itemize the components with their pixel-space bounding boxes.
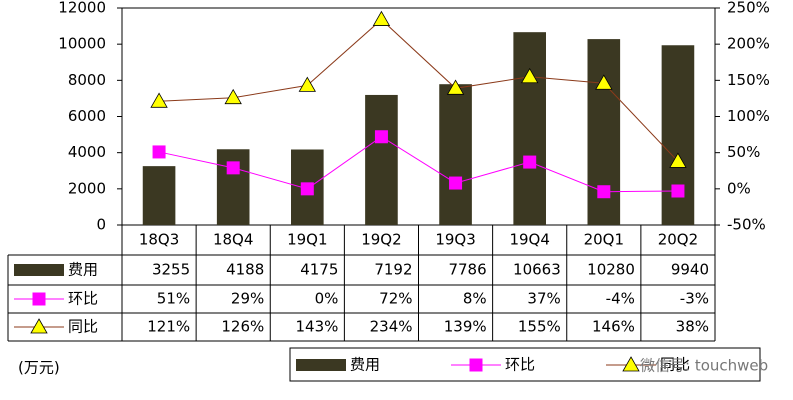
unit-label: (万元) bbox=[18, 359, 60, 377]
marker bbox=[300, 182, 314, 196]
table-cell: 139% bbox=[444, 318, 487, 336]
table-cell: 72% bbox=[379, 290, 412, 308]
x-tick-label: 19Q3 bbox=[435, 231, 475, 249]
y2-tick-label: 200% bbox=[727, 35, 770, 53]
table-cell: 37% bbox=[527, 290, 560, 308]
line bbox=[159, 18, 679, 162]
marker bbox=[30, 318, 48, 334]
table-cell: 7192 bbox=[374, 261, 412, 279]
bar bbox=[365, 94, 398, 225]
marker bbox=[298, 76, 317, 92]
table-cell: 234% bbox=[370, 318, 413, 336]
x-tick-label: 19Q1 bbox=[287, 231, 327, 249]
x-tick-label: 18Q3 bbox=[139, 231, 179, 249]
marker bbox=[449, 176, 463, 190]
y-tick-label: 10000 bbox=[58, 35, 106, 53]
legend-swatch bbox=[296, 359, 346, 371]
y2-tick-label: -50% bbox=[727, 216, 766, 234]
watermark: 微信号: touchweb bbox=[640, 357, 768, 375]
legend-swatch bbox=[14, 264, 64, 276]
x-tick-label: 20Q1 bbox=[584, 231, 624, 249]
marker bbox=[226, 161, 240, 175]
row-label: 环比 bbox=[68, 290, 98, 308]
x-tick-label: 19Q4 bbox=[509, 231, 549, 249]
marker bbox=[520, 67, 539, 84]
table-cell: 143% bbox=[295, 318, 338, 336]
y2-tick-label: 0% bbox=[727, 179, 751, 197]
marker bbox=[671, 184, 685, 198]
table-cell: 51% bbox=[157, 290, 190, 308]
bar bbox=[661, 45, 695, 226]
marker bbox=[622, 356, 640, 372]
y2-tick-label: 50% bbox=[727, 143, 760, 161]
bar bbox=[513, 32, 546, 226]
table-cell: 3255 bbox=[152, 261, 190, 279]
marker bbox=[32, 292, 46, 306]
legend-label: 同比 bbox=[660, 356, 690, 374]
table-cell: -4% bbox=[606, 290, 635, 308]
table-cell: -3% bbox=[680, 290, 709, 308]
table-cell: 38% bbox=[676, 318, 709, 336]
row-label: 费用 bbox=[68, 261, 98, 279]
y2-tick-label: 100% bbox=[727, 107, 770, 125]
marker bbox=[469, 358, 483, 372]
marker bbox=[374, 130, 388, 144]
row-label: 同比 bbox=[68, 318, 98, 336]
x-tick-label: 20Q2 bbox=[658, 231, 698, 249]
marker bbox=[446, 79, 465, 95]
marker bbox=[597, 185, 611, 199]
marker bbox=[669, 152, 687, 168]
marker bbox=[152, 145, 166, 159]
table-cell: 126% bbox=[221, 318, 264, 336]
table-cell: 29% bbox=[231, 290, 264, 308]
table-cell: 4175 bbox=[300, 261, 338, 279]
marker bbox=[372, 10, 391, 26]
marker bbox=[523, 155, 537, 169]
y-tick-label: 0 bbox=[96, 216, 106, 234]
y-tick-label: 2000 bbox=[68, 179, 106, 197]
y-tick-label: 4000 bbox=[68, 143, 106, 161]
table-cell: 10280 bbox=[587, 261, 635, 279]
legend-box bbox=[289, 347, 761, 382]
marker bbox=[224, 88, 242, 105]
bar bbox=[142, 166, 176, 225]
table-cell: 8% bbox=[463, 290, 487, 308]
legend-label: 环比 bbox=[505, 356, 535, 374]
table-cell: 155% bbox=[518, 318, 561, 336]
marker bbox=[595, 74, 613, 90]
y-tick-label: 8000 bbox=[68, 71, 106, 89]
table-cell: 121% bbox=[147, 318, 190, 336]
table-cell: 4188 bbox=[226, 261, 264, 279]
x-tick-label: 19Q2 bbox=[361, 231, 401, 249]
y2-tick-label: 250% bbox=[727, 0, 770, 17]
table-cell: 7786 bbox=[448, 261, 486, 279]
line bbox=[158, 136, 678, 193]
bar bbox=[216, 149, 250, 225]
table-cell: 0% bbox=[315, 290, 339, 308]
marker bbox=[150, 92, 168, 108]
y-tick-label: 12000 bbox=[58, 0, 106, 17]
y-tick-label: 6000 bbox=[68, 107, 106, 125]
legend-label: 费用 bbox=[350, 356, 380, 374]
bar bbox=[439, 84, 472, 226]
table-cell: 146% bbox=[592, 318, 635, 336]
y2-tick-label: 150% bbox=[727, 71, 770, 89]
table-cell: 9940 bbox=[671, 261, 709, 279]
x-tick-label: 18Q4 bbox=[213, 231, 253, 249]
table-cell: 10663 bbox=[513, 261, 561, 279]
